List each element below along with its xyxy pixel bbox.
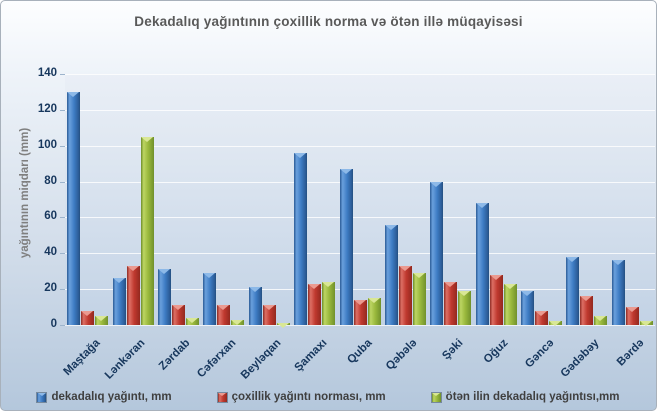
- bar-Oğuz-series2: [503, 283, 517, 325]
- x-axis-line: [65, 325, 655, 326]
- bar-Lənkəran-series1: [126, 265, 140, 325]
- bar-Gədəbəy-series2: [594, 316, 608, 325]
- bar-Gəncə-series0: [521, 290, 535, 325]
- gridline: [65, 181, 655, 183]
- y-tick-label: 40: [44, 246, 57, 259]
- gridline: [65, 145, 655, 147]
- bar-Maştağa-series2: [95, 316, 109, 325]
- bar-Gədəbəy-series1: [580, 296, 594, 325]
- legend-swatch-series2: [431, 392, 441, 402]
- legend-label: dekadalıq yağıntı, mm: [51, 391, 172, 403]
- bar-Oğuz-series1: [489, 274, 503, 325]
- bar-Maştağa-series0: [67, 91, 81, 325]
- y-tick-label: 140: [37, 67, 57, 79]
- y-axis-title: yağıntının miqdarı (mm): [19, 127, 31, 259]
- bar-Bərdə-series0: [611, 260, 625, 325]
- plot-area: 0 20 40 60 80 100 120 140 Maştağa Lənkəran Zərdab C…: [38, 67, 655, 382]
- gridline: [65, 217, 655, 219]
- bar-Quba-series0: [339, 169, 353, 325]
- bar-Cəfərxan-series2: [231, 319, 245, 325]
- legend-item: dekadalıq yağıntı, mm: [37, 391, 172, 403]
- bar-Beyləqan-series2: [276, 323, 290, 328]
- bar-Şəki-series1: [444, 281, 458, 325]
- bar-Gədəbəy-series0: [566, 256, 580, 325]
- bar-Şamaxı-series1: [308, 283, 322, 325]
- legend-item: çoxillik yağıntı norması, mm: [217, 391, 386, 403]
- bar-Zərdab-series0: [157, 269, 171, 325]
- legend-label: ötən ilin dekadalıq yağıntısı,mm: [445, 391, 620, 403]
- y-tick-label: 80: [44, 174, 57, 187]
- y-tick-mark: [60, 74, 65, 75]
- y-tick-mark: [60, 217, 65, 219]
- y-tick-label: 0: [50, 318, 57, 330]
- y-tick-mark: [60, 109, 65, 111]
- chart-title: Dekadalıq yağıntının çoxillik norma və ö…: [134, 14, 523, 29]
- bar-Beyləqan-series1: [262, 305, 276, 325]
- bar-Gəncə-series1: [535, 310, 549, 325]
- bar-Quba-series1: [353, 299, 367, 325]
- bar-Bərdə-series1: [625, 307, 639, 325]
- gridline: [65, 253, 655, 255]
- bar-Lənkəran-series2: [140, 136, 154, 325]
- bar-Quba-series2: [367, 298, 381, 325]
- y-tick-mark: [60, 325, 65, 326]
- legend: dekadalıq yağıntı, mm çoxillik yağıntı no…: [1, 391, 656, 403]
- bar-Cəfərxan-series0: [203, 273, 217, 325]
- y-tick-label: 100: [37, 138, 57, 151]
- gridline: [65, 289, 655, 291]
- y-tick-label: 120: [37, 102, 57, 115]
- y-tick-mark: [60, 289, 65, 291]
- y-tick-label: 20: [44, 282, 57, 295]
- bar-Cəfərxan-series1: [217, 305, 231, 325]
- bar-Zərdab-series1: [171, 305, 185, 325]
- bar-Beyləqan-series0: [248, 287, 262, 325]
- y-tick-label: 60: [44, 210, 57, 223]
- legend-swatch-series0: [37, 392, 47, 402]
- gridline: [65, 74, 655, 75]
- bar-Qəbələ-series1: [398, 265, 412, 325]
- bar-Qəbələ-series2: [412, 273, 426, 325]
- bar-Zərdab-series2: [185, 317, 199, 325]
- bar-Oğuz-series0: [475, 203, 489, 325]
- bar-Gəncə-series2: [549, 321, 563, 326]
- bar-Maştağa-series1: [81, 310, 95, 325]
- bar-Lənkəran-series0: [112, 278, 126, 325]
- bar-Şamaxı-series2: [322, 281, 336, 325]
- y-tick-mark: [60, 181, 65, 183]
- bar-Şəki-series2: [458, 290, 472, 325]
- gridline: [65, 109, 655, 111]
- y-tick-mark: [60, 253, 65, 255]
- bar-Şamaxı-series0: [294, 152, 308, 325]
- bar-Bərdə-series2: [639, 321, 653, 326]
- bar-Qəbələ-series0: [384, 224, 398, 325]
- legend-item: ötən ilin dekadalıq yağıntısı,mm: [431, 391, 620, 403]
- legend-label: çoxillik yağıntı norması, mm: [231, 391, 386, 403]
- y-tick-mark: [60, 145, 65, 147]
- bar-Şəki-series0: [430, 181, 444, 325]
- legend-swatch-series1: [217, 392, 227, 402]
